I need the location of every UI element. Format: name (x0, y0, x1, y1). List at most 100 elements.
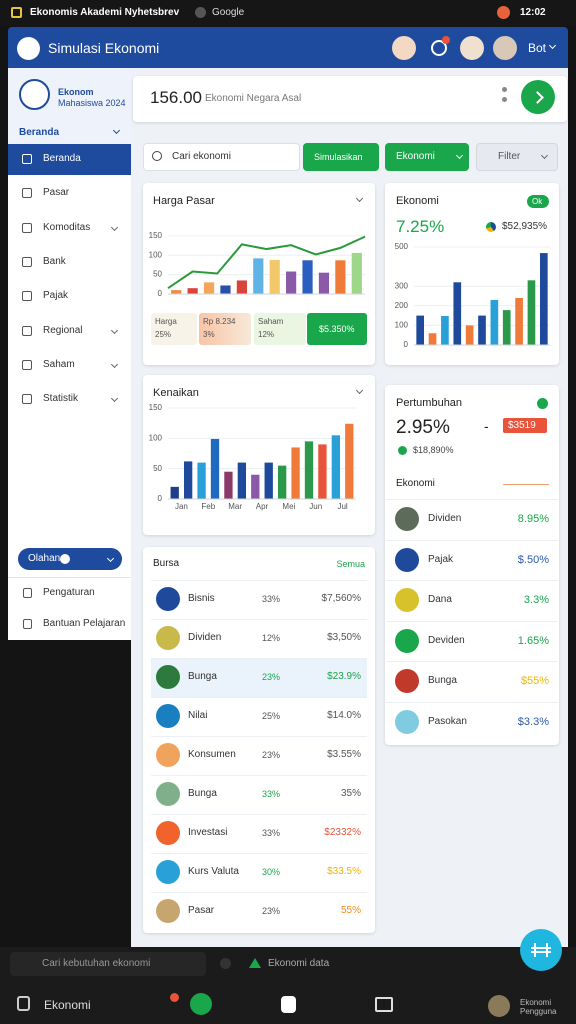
row-name: Nilai (188, 710, 208, 721)
list-avatar (395, 669, 419, 693)
card-title: Harga Pasar (153, 195, 215, 207)
status-bar (0, 0, 576, 26)
list-name[interactable]: Pajak (428, 553, 454, 565)
tile-label: Rp 8.234 (203, 317, 236, 326)
filter-button[interactable] (476, 143, 558, 171)
fab[interactable] (520, 929, 562, 971)
list-name[interactable]: Deviden (428, 634, 465, 646)
footer-icon (23, 619, 32, 629)
table-row[interactable] (151, 619, 367, 658)
nav-home-icon[interactable] (17, 996, 30, 1011)
list-avatar (395, 547, 419, 572)
nav-recent[interactable] (375, 997, 393, 1012)
avatar[interactable] (460, 36, 484, 60)
status-time: 12:02 (520, 7, 546, 18)
badge-label: Ok (532, 197, 543, 206)
nav-item[interactable]: Statistik (43, 393, 79, 405)
stat-tile (199, 313, 251, 345)
settings-icon[interactable] (431, 40, 447, 56)
nav-item-selected[interactable] (8, 144, 131, 175)
list-name[interactable]: Bunga (428, 675, 457, 686)
table-row[interactable] (151, 658, 367, 697)
avatar[interactable] (493, 36, 517, 60)
dropdown-button[interactable] (385, 143, 469, 171)
list-value: 1.65% (517, 634, 549, 647)
table-title: Bursa (153, 558, 180, 569)
nav-item[interactable]: Saham (43, 358, 75, 370)
list-name[interactable]: Pasokan (428, 715, 467, 727)
table-row[interactable] (151, 580, 367, 619)
row-value: $2332% (324, 827, 361, 838)
row-pct: 23% (262, 750, 281, 760)
growth-card (385, 183, 559, 365)
row-value: $3,50% (327, 632, 361, 643)
menu-dot[interactable] (502, 97, 507, 102)
sidebar-button-label[interactable]: Olahan (28, 553, 61, 564)
sidebar-button[interactable] (18, 548, 122, 570)
avatar[interactable] (392, 36, 416, 60)
bottom-tag[interactable]: Ekonomi data (268, 958, 330, 969)
row-icon (156, 704, 180, 728)
nav-user[interactable] (488, 995, 510, 1017)
filter-label[interactable]: Filter (498, 151, 521, 162)
menu-dot[interactable] (502, 87, 507, 92)
nav-chat[interactable] (190, 993, 212, 1015)
nav-icon (22, 256, 32, 267)
footer-item[interactable]: Pengaturan (43, 587, 95, 598)
dropdown-label[interactable]: Ekonomi (396, 151, 435, 162)
pie-icon (486, 222, 496, 232)
table-row[interactable] (151, 853, 367, 892)
table-row[interactable] (151, 736, 367, 775)
table-row[interactable] (151, 697, 367, 736)
divider (386, 701, 558, 703)
go-button[interactable] (521, 80, 555, 114)
detail-rate: 2.95% (396, 417, 450, 438)
list-title-line (503, 484, 549, 485)
nav-home[interactable] (281, 996, 296, 1013)
badge (527, 195, 549, 208)
list-title: Ekonomi (396, 478, 435, 489)
list-name[interactable]: Dividen (428, 513, 462, 524)
footer-item[interactable]: Bantuan Pelajaran (43, 618, 126, 629)
sidebar-section: Beranda (19, 127, 60, 138)
search-input[interactable] (143, 143, 300, 171)
app-icon (11, 7, 22, 18)
nav-label[interactable]: Ekonomi (44, 998, 91, 1012)
list-value: $.50% (517, 553, 549, 566)
bottom-search[interactable] (10, 952, 206, 976)
growth-amount: $52,935% (502, 221, 548, 232)
notification-badge (442, 36, 450, 44)
table-row[interactable] (151, 775, 367, 814)
tile-value: 3% (203, 330, 215, 339)
fab-icon (534, 943, 548, 957)
nav-item[interactable]: Komoditas (43, 221, 91, 233)
stat-tile (151, 313, 197, 345)
row-pct: 25% (262, 711, 281, 721)
button-toggle (60, 554, 70, 564)
nav-item[interactable]: Pajak (43, 290, 69, 302)
nav-item[interactable]: Regional (43, 324, 83, 336)
row-value: $33.5% (327, 866, 361, 877)
nav-icon (22, 188, 32, 199)
row-pct: 33% (262, 828, 281, 838)
table-row[interactable] (151, 892, 367, 931)
nav-item[interactable]: Beranda (43, 153, 81, 164)
search-placeholder: Cari ekonomi (172, 151, 231, 162)
list-value: 8.95% (517, 513, 549, 525)
primary-label[interactable]: Simulasikan (314, 152, 363, 162)
row-icon (156, 821, 180, 845)
row-value: 35% (340, 788, 361, 799)
list-name[interactable]: Dana (428, 594, 452, 605)
tile-value: $5.350% (319, 324, 355, 334)
primary-button[interactable] (303, 143, 379, 171)
detail-icon[interactable] (537, 398, 548, 409)
nav-item[interactable]: Bank (43, 255, 66, 267)
row-pct: 33% (262, 789, 281, 799)
user-menu[interactable]: Bot (528, 41, 547, 55)
list-avatar (395, 709, 419, 734)
table-row[interactable] (151, 814, 367, 853)
nav-item[interactable]: Pasar (43, 187, 70, 199)
detail-badge (503, 418, 547, 433)
bottom-tag-icon (249, 958, 261, 968)
